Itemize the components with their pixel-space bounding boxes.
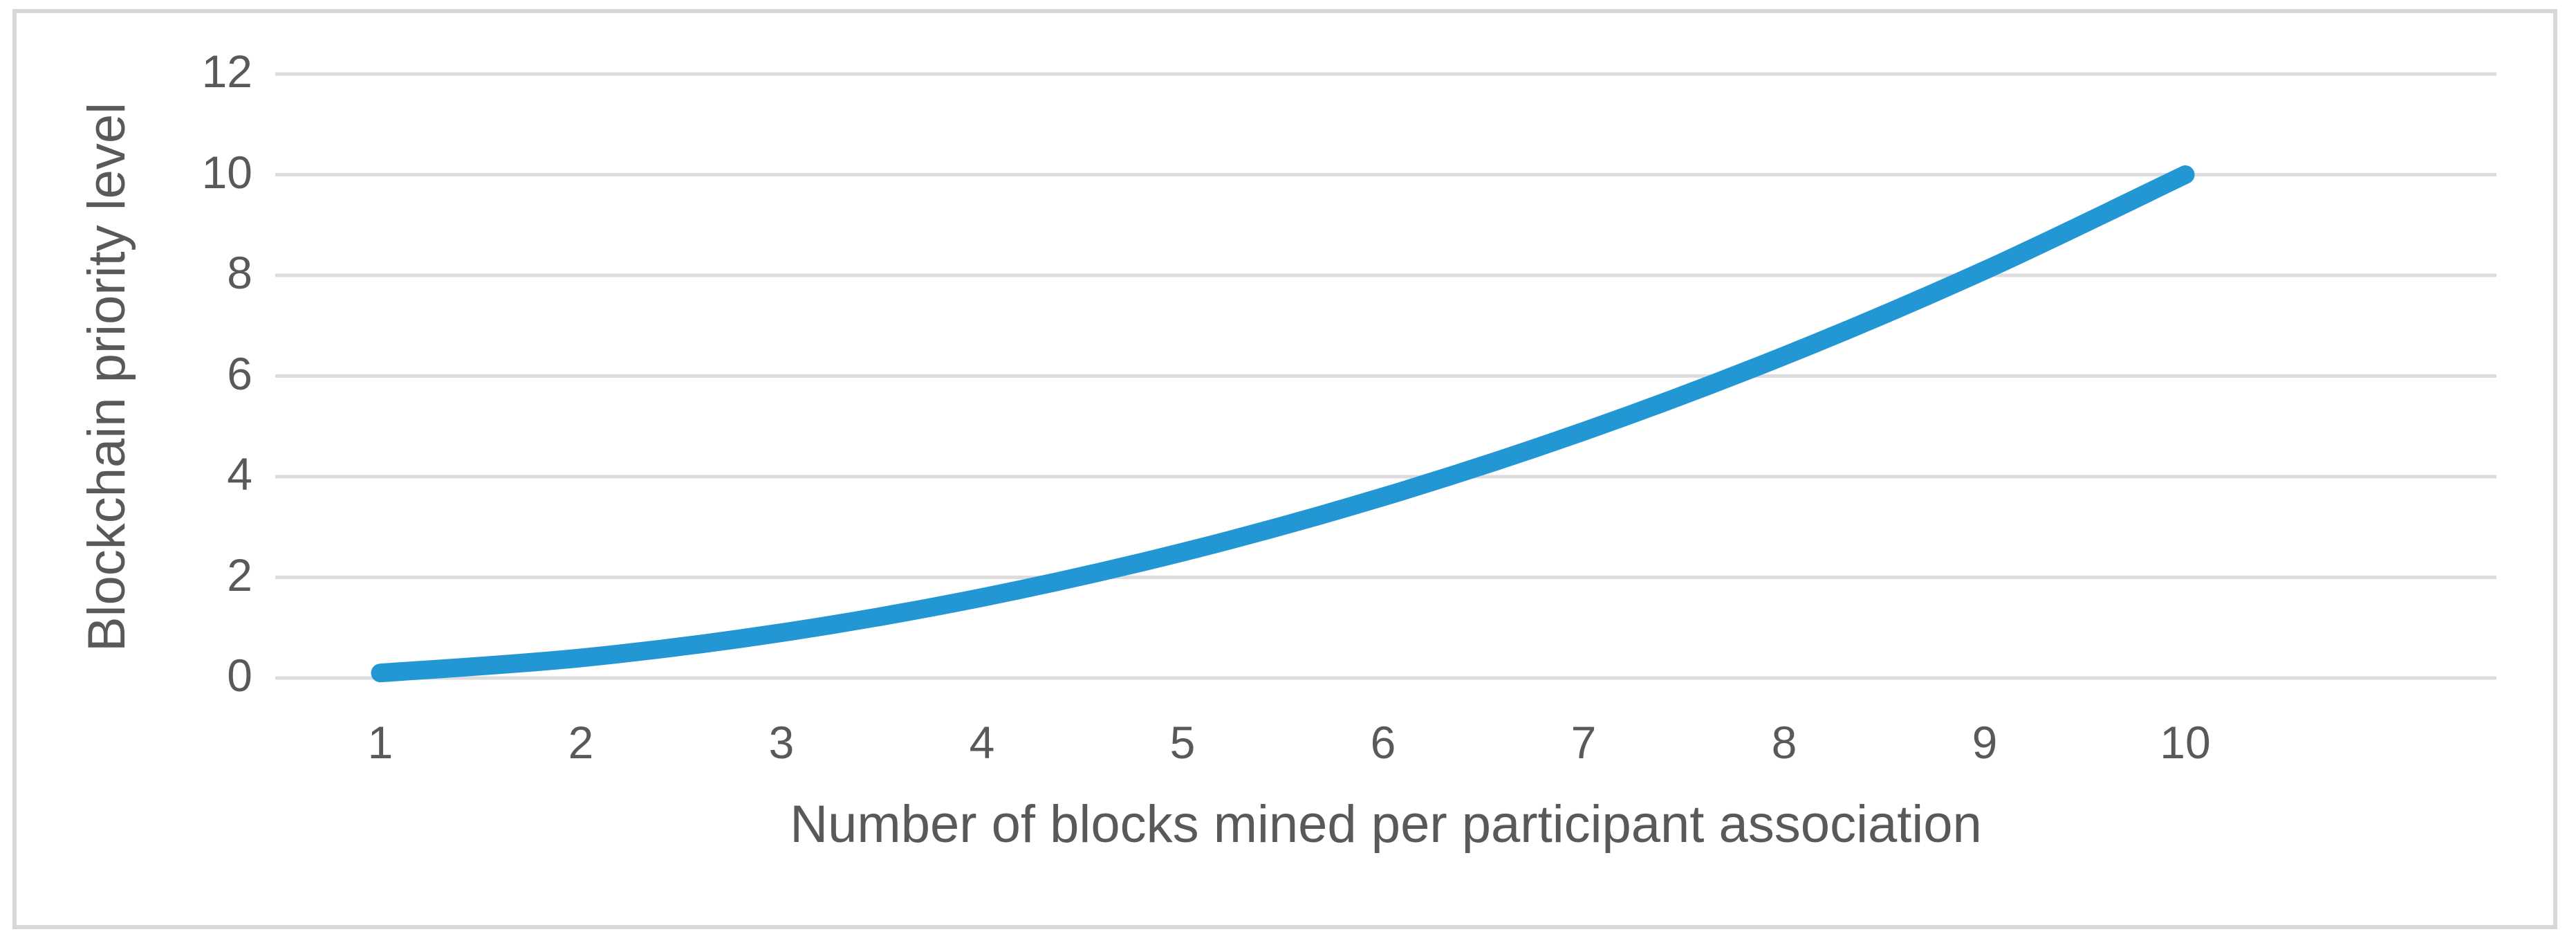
- x-tick-label: 4: [969, 717, 995, 768]
- x-tick-label: 6: [1370, 717, 1396, 768]
- y-tick-label: 4: [227, 448, 252, 500]
- x-tick-label: 9: [1972, 717, 1998, 768]
- x-tick-label: 3: [768, 717, 795, 768]
- y-tick-label: 10: [201, 146, 252, 198]
- chart-frame: [12, 9, 2557, 929]
- y-tick-label: 8: [227, 247, 252, 298]
- x-tick-label: 1: [367, 717, 393, 768]
- y-axis-title: Blockchain priority level: [77, 102, 136, 652]
- y-tick-label: 0: [227, 650, 252, 701]
- data-series-line: [371, 165, 2195, 683]
- y-tick-label: 2: [227, 549, 252, 601]
- x-tick-label: 5: [1169, 717, 1196, 768]
- y-tick-label: 6: [227, 347, 252, 399]
- x-tick-label: 2: [568, 717, 594, 768]
- x-tick-label: 7: [1570, 717, 1597, 768]
- x-tick-label: 8: [1771, 717, 1797, 768]
- y-tick-label: 12: [201, 46, 252, 97]
- x-axis-title: Number of blocks mined per participant a…: [790, 795, 1982, 854]
- x-tick-label: 10: [2160, 717, 2211, 768]
